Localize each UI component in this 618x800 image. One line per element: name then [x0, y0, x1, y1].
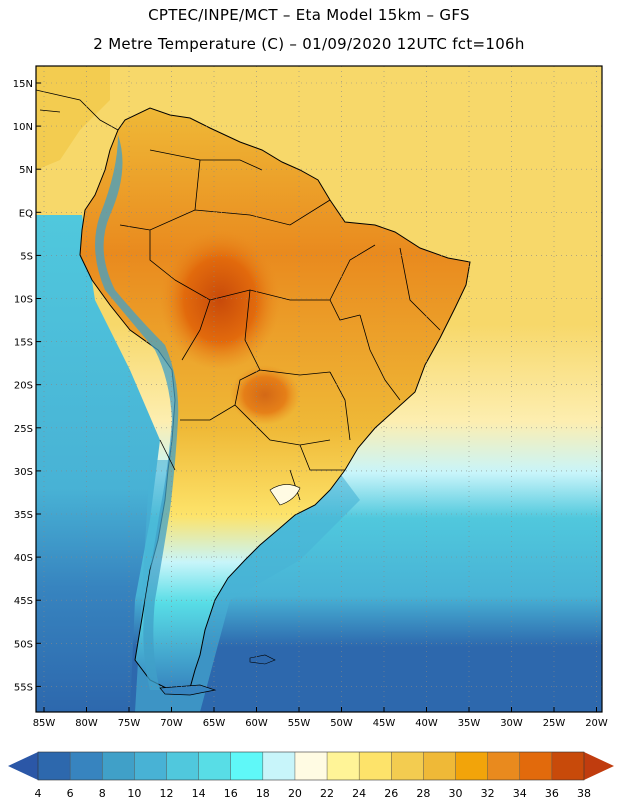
andes-cordillera: [95, 135, 179, 690]
map-frame: [35, 65, 603, 713]
legend-label: 4: [35, 787, 42, 800]
hot-core-region: [160, 230, 280, 370]
lat-tick-label: 35S: [14, 510, 33, 521]
tierra-del-fuego: [159, 684, 217, 696]
legend-swatch: [455, 752, 489, 780]
lat-tick-label: 50S: [14, 639, 33, 650]
legend-label: 20: [288, 787, 302, 800]
legend-label: 12: [159, 787, 173, 800]
legend-swatch: [166, 752, 200, 780]
title-line-2: 2 Metre Temperature (C) – 01/09/2020 12U…: [93, 35, 525, 53]
legend-label: 6: [67, 787, 74, 800]
legend-swatch: [359, 752, 392, 780]
legend-swatch: [551, 752, 585, 780]
lon-tick-label: 50W: [330, 718, 353, 729]
lon-tick-label: 25W: [543, 718, 566, 729]
title-line-1: CPTEC/INPE/MCT – Eta Model 15km – GFS: [148, 6, 470, 24]
lat-tick-label: 15S: [14, 338, 33, 349]
lat-tick-label: 55S: [14, 682, 33, 693]
lon-tick-label: 65W: [203, 718, 226, 729]
legend-swatch: [70, 752, 103, 780]
lat-tick-label: 20S: [14, 381, 33, 392]
legend-label: 10: [127, 787, 141, 800]
longitude-axis: 85W 80W 75W 70W 65W 60W 55W 50W 45W 40W 35W 30W 25W 2…: [33, 707, 608, 729]
lon-tick-label: 35W: [458, 718, 481, 729]
lon-tick-label: 30W: [500, 718, 523, 729]
lat-tick-label: 30S: [14, 467, 33, 478]
legend-swatch: [102, 752, 135, 780]
lat-tick-label: 45S: [14, 596, 33, 607]
lon-tick-label: 20W: [585, 718, 608, 729]
legend-border: [37, 751, 585, 781]
legend-swatch: [38, 752, 71, 780]
lon-tick-label: 75W: [118, 718, 141, 729]
lat-tick-label: EQ: [19, 208, 33, 219]
lon-tick-label: 70W: [160, 718, 183, 729]
legend-label: 36: [545, 787, 559, 800]
pacific-ocean: [36, 215, 160, 712]
legend-swatch: [262, 752, 296, 780]
latitude-axis: 15N 10N 5N EQ 5S 10S 15S 20S 25S 30S 35S 40S 45S 50S 5…: [13, 79, 41, 693]
lat-tick-label: 10S: [14, 295, 33, 306]
legend-label: 22: [320, 787, 334, 800]
lon-tick-label: 40W: [415, 718, 438, 729]
legend-swatch: [423, 752, 457, 780]
lat-tick-label: 5N: [19, 165, 33, 176]
legend-swatch: [198, 752, 232, 780]
legend-swatch: [391, 752, 424, 780]
legend-label: 32: [481, 787, 495, 800]
legend-swatch: [487, 752, 521, 780]
legend-label: 24: [352, 787, 366, 800]
lon-tick-label: 55W: [288, 718, 311, 729]
legend-swatch: [134, 752, 167, 780]
legend-swatch: [519, 752, 553, 780]
lat-tick-label: 5S: [20, 251, 33, 262]
legend-swatch: [327, 752, 360, 780]
legend-low-arrow: [8, 752, 38, 780]
lon-tick-label: 80W: [75, 718, 98, 729]
central-america-coast: [36, 89, 119, 131]
lat-tick-label: 15N: [13, 79, 33, 90]
legend-label: 34: [513, 787, 527, 800]
color-legend: 4 6 8 10 12 14 16 18 20 22 24 26 28 30 32 34 36 38: [8, 751, 614, 800]
map-area: [36, 66, 602, 712]
legend-label: 16: [224, 787, 238, 800]
legend-label: 18: [256, 787, 270, 800]
legend-label: 30: [449, 787, 463, 800]
caribbean-region: [36, 66, 110, 170]
lon-tick-label: 60W: [245, 718, 268, 729]
lat-tick-label: 40S: [14, 553, 33, 564]
legend-label: 28: [416, 787, 430, 800]
lon-tick-label: 85W: [33, 718, 56, 729]
hot-spot-chaco: [230, 365, 300, 425]
rio-de-la-plata: [269, 484, 301, 506]
lon-tick-label: 45W: [373, 718, 396, 729]
legend-label: 8: [99, 787, 106, 800]
legend-swatch: [294, 752, 328, 780]
legend-label: 38: [577, 787, 591, 800]
lat-tick-label: 10N: [13, 122, 33, 133]
legend-label: 14: [192, 787, 206, 800]
lat-tick-label: 25S: [14, 424, 33, 435]
legend-high-arrow: [584, 752, 614, 780]
country-borders: [119, 149, 441, 501]
legend-label: 26: [384, 787, 398, 800]
legend-swatch: [230, 752, 264, 780]
